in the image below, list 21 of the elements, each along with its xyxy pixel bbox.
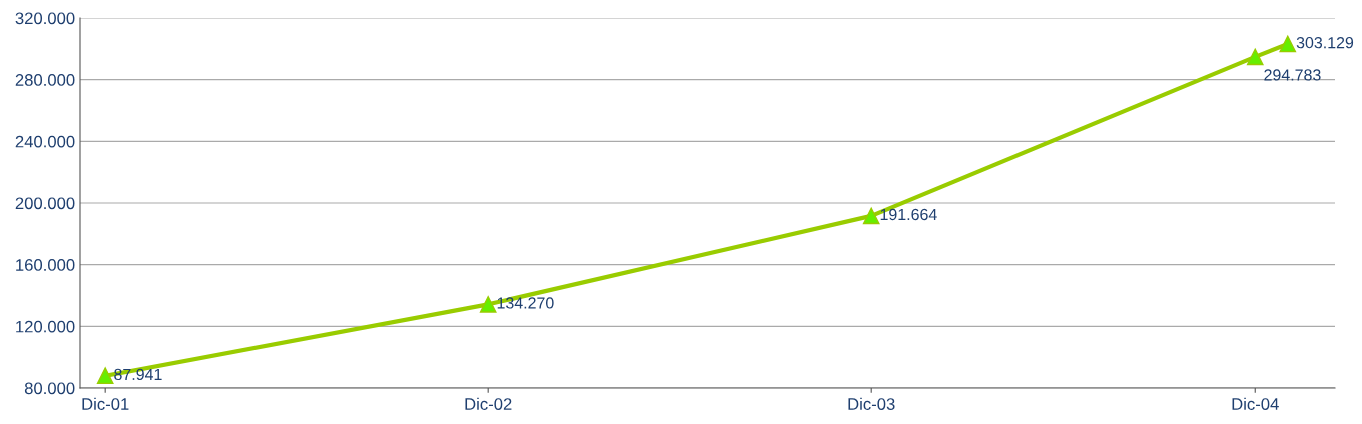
y-tick-label: 280.000 xyxy=(15,74,75,86)
y-tick-label: 240.000 xyxy=(15,135,75,148)
point xyxy=(1246,48,1264,66)
y-tick-label: 200.000 xyxy=(15,197,75,210)
x-tick-label: Dic-03 xyxy=(848,397,895,410)
y-tick-label: 80.000 xyxy=(24,382,75,395)
data-label: 191.664 xyxy=(880,208,937,221)
point xyxy=(96,367,114,385)
data-label: 294.783 xyxy=(1264,69,1321,81)
x-tick-label: Dic-02 xyxy=(465,397,512,410)
x-tick-label: Dic-04 xyxy=(1232,397,1279,410)
y-tick-label: 320.000 xyxy=(15,12,75,25)
x-tick-label: Dic-01 xyxy=(82,397,129,410)
y-tick-label: 120.000 xyxy=(16,320,75,333)
data-label: 87.941 xyxy=(114,368,162,381)
data-label: 303.129 xyxy=(1296,36,1354,49)
point xyxy=(479,295,497,313)
point xyxy=(862,207,880,225)
y-tick-label: 160.000 xyxy=(16,259,75,271)
data-label: 134.270 xyxy=(497,297,554,309)
point xyxy=(1279,35,1297,53)
